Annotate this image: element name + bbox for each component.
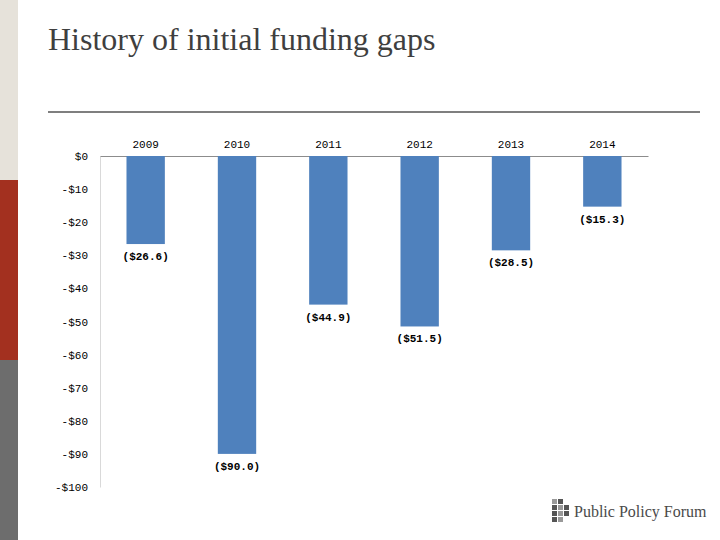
y-tick-label: $0 xyxy=(75,151,88,163)
y-tick-label: -$80 xyxy=(62,416,88,428)
logo-square xyxy=(552,511,557,516)
y-tick-label: -$40 xyxy=(62,283,88,295)
page: History of initial funding gaps $0 -$10 -$2… xyxy=(0,0,720,540)
data-label: ($15.3) xyxy=(579,214,625,226)
y-tick: -$10 xyxy=(62,184,100,196)
x-tick-label: 2009 xyxy=(132,139,158,151)
y-tick: -$100 xyxy=(55,482,100,494)
logo-square xyxy=(558,505,563,510)
data-label: ($28.5) xyxy=(488,257,534,269)
data-labels: ($26.6) ($90.0) ($44.9) ($51.5) ($28.5) ($15.… xyxy=(123,214,626,473)
logo-square xyxy=(564,511,569,516)
y-tick-label: -$10 xyxy=(62,184,88,196)
strip-top xyxy=(0,0,18,180)
bar xyxy=(218,156,256,454)
logo-square xyxy=(558,511,563,516)
y-tick-label: -$100 xyxy=(55,482,88,494)
logo-square xyxy=(552,517,557,522)
x-tick-label: 2014 xyxy=(589,139,616,151)
y-tick: -$30 xyxy=(62,250,100,262)
logo-square xyxy=(552,499,557,504)
x-tick: 2009 xyxy=(132,139,158,156)
x-tick-label: 2011 xyxy=(315,139,342,151)
y-tick: $0 xyxy=(75,151,100,163)
x-tick-label: 2010 xyxy=(224,139,250,151)
bar xyxy=(309,156,347,305)
x-tick-label: 2013 xyxy=(498,139,524,151)
bar xyxy=(400,156,438,326)
strip-middle xyxy=(0,180,18,360)
x-tick: 2011 xyxy=(315,139,342,156)
y-axis: $0 -$10 -$20 -$30 -$40 -$50 -$60 -$70 -$80 -$90 -$… xyxy=(55,151,101,494)
strip-bottom xyxy=(0,360,18,540)
y-tick-label: -$20 xyxy=(62,217,88,229)
logo: Public Policy Forum xyxy=(552,499,707,522)
bars xyxy=(126,156,621,454)
y-tick: -$90 xyxy=(62,449,100,461)
plot: $0 -$10 -$20 -$30 -$40 -$50 -$60 -$70 -$80 -$90 -$… xyxy=(55,139,649,494)
x-tick: 2012 xyxy=(406,139,432,156)
bar xyxy=(583,156,621,207)
logo-text: Public Policy Forum xyxy=(574,503,707,521)
logo-square xyxy=(552,505,557,510)
x-tick: 2014 xyxy=(589,139,616,156)
logo-square xyxy=(564,505,569,510)
title-rule xyxy=(48,111,700,113)
x-tick-label: 2012 xyxy=(406,139,432,151)
y-tick: -$40 xyxy=(62,283,100,295)
y-tick-label: -$70 xyxy=(62,383,88,395)
y-tick-label: -$50 xyxy=(62,317,88,329)
x-tick: 2010 xyxy=(224,139,250,156)
data-label: ($51.5) xyxy=(397,333,443,345)
y-tick-label: -$90 xyxy=(62,449,88,461)
y-tick: -$50 xyxy=(62,317,100,329)
data-label: ($44.9) xyxy=(305,312,351,324)
title: History of initial funding gaps xyxy=(48,21,436,57)
x-axis: 2009 2010 2011 2012 2013 2014 xyxy=(101,139,649,157)
y-tick-label: -$60 xyxy=(62,350,88,362)
x-axis-line xyxy=(101,156,649,157)
x-tick: 2013 xyxy=(498,139,524,156)
y-tick: -$80 xyxy=(62,416,100,428)
y-axis-line xyxy=(100,157,101,488)
bar xyxy=(492,156,530,250)
data-label: ($90.0) xyxy=(214,461,260,473)
y-tick: -$70 xyxy=(62,383,100,395)
bar xyxy=(126,156,164,244)
y-tick: -$60 xyxy=(62,350,100,362)
y-tick-label: -$30 xyxy=(62,250,88,262)
data-label: ($26.6) xyxy=(123,251,169,263)
logo-square xyxy=(558,499,563,504)
logo-square xyxy=(558,517,563,522)
y-tick: -$20 xyxy=(62,217,100,229)
